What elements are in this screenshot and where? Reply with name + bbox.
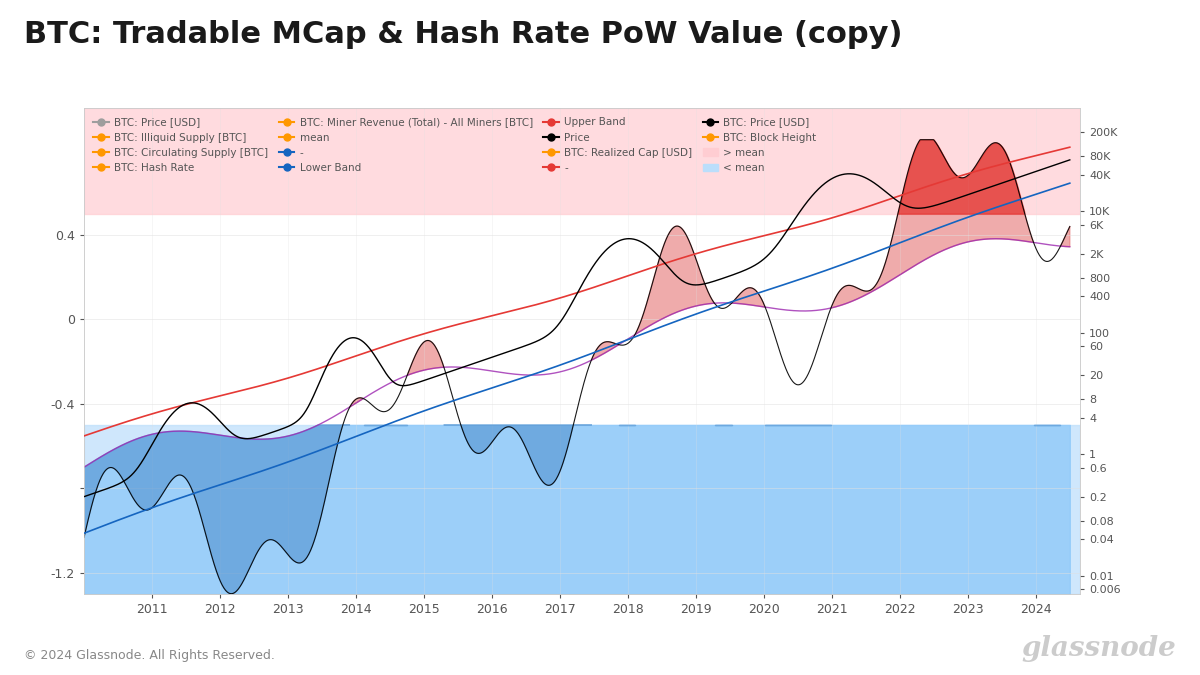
Text: glassnode: glassnode bbox=[1021, 634, 1176, 662]
Text: © 2024 Glassnode. All Rights Reserved.: © 2024 Glassnode. All Rights Reserved. bbox=[24, 649, 275, 662]
Bar bbox=[84, 425, 1080, 594]
Text: BTC: Tradable MCap & Hash Rate PoW Value (copy): BTC: Tradable MCap & Hash Rate PoW Value… bbox=[24, 20, 902, 49]
Bar bbox=[84, 108, 1080, 214]
Legend: BTC: Price [USD], BTC: Illiquid Supply [BTC], BTC: Circulating Supply [BTC], BTC: BTC: Price [USD], BTC: Illiquid Supply [… bbox=[89, 113, 821, 177]
